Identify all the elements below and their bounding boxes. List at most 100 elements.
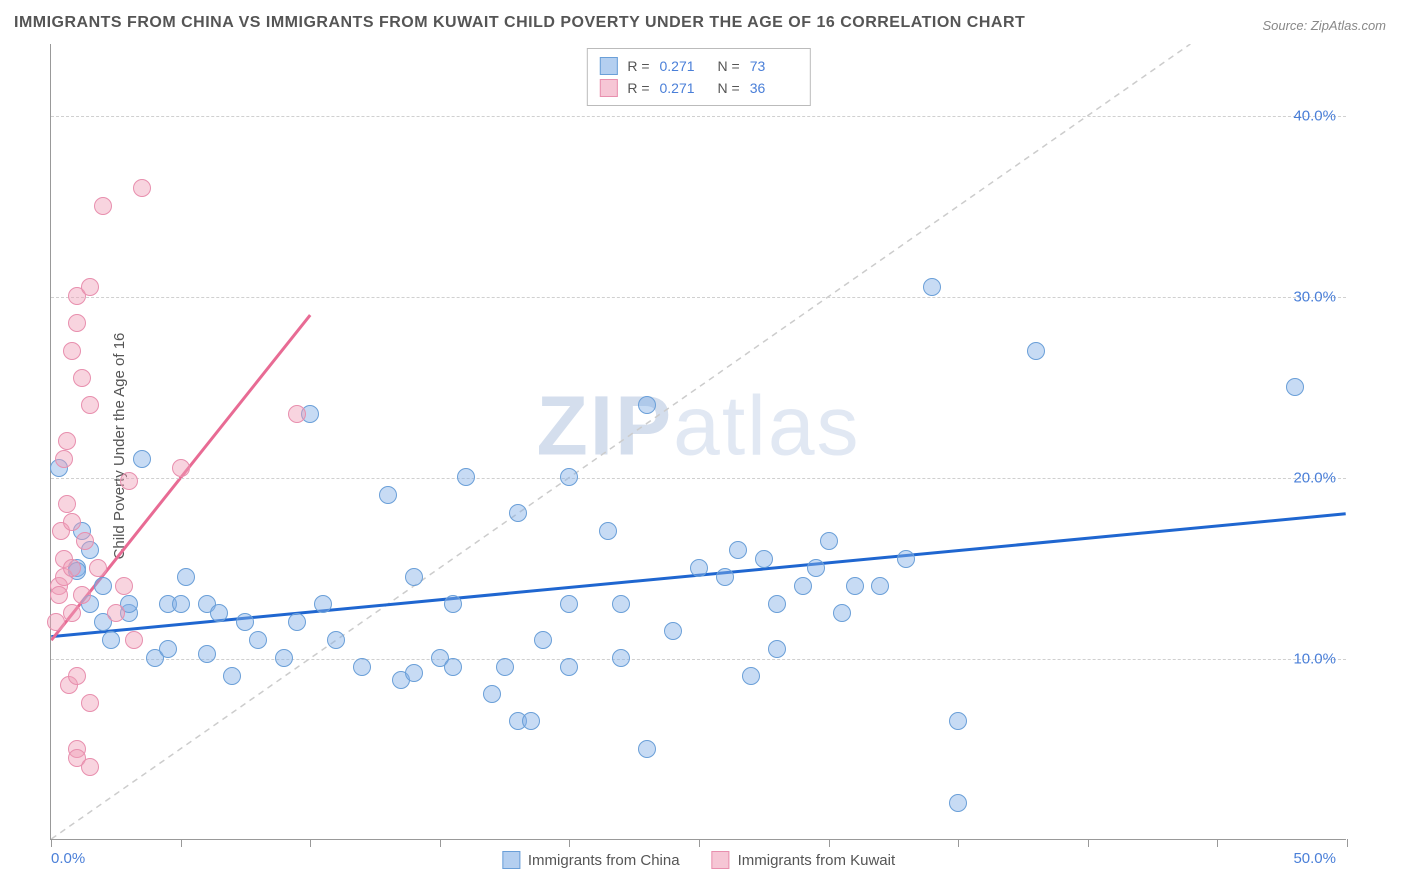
n-label: N = xyxy=(718,80,740,96)
data-point xyxy=(249,631,267,649)
data-point xyxy=(288,405,306,423)
chart-title: IMMIGRANTS FROM CHINA VS IMMIGRANTS FROM… xyxy=(14,14,1025,32)
r-value-china: 0.271 xyxy=(660,58,708,74)
r-value-kuwait: 0.271 xyxy=(660,80,708,96)
data-point xyxy=(73,586,91,604)
data-point xyxy=(94,577,112,595)
data-point xyxy=(94,197,112,215)
data-point xyxy=(63,342,81,360)
data-point xyxy=(159,640,177,658)
data-point xyxy=(115,577,133,595)
data-point xyxy=(63,559,81,577)
data-point xyxy=(198,645,216,663)
data-point xyxy=(327,631,345,649)
data-point xyxy=(897,550,915,568)
stats-row-kuwait: R = 0.271 N = 36 xyxy=(599,77,797,99)
data-point xyxy=(768,640,786,658)
data-point xyxy=(871,577,889,595)
gridline xyxy=(51,297,1346,298)
stats-row-china: R = 0.271 N = 73 xyxy=(599,55,797,77)
data-point xyxy=(63,513,81,531)
data-point xyxy=(177,568,195,586)
legend-label-kuwait: Immigrants from Kuwait xyxy=(738,852,896,869)
data-point xyxy=(496,658,514,676)
legend-item-kuwait: Immigrants from Kuwait xyxy=(712,851,896,869)
data-point xyxy=(120,472,138,490)
x-tick xyxy=(958,839,959,847)
x-tick xyxy=(1088,839,1089,847)
data-point xyxy=(949,712,967,730)
data-point xyxy=(314,595,332,613)
data-point xyxy=(1027,342,1045,360)
data-point xyxy=(638,740,656,758)
data-point xyxy=(768,595,786,613)
x-tick xyxy=(1217,839,1218,847)
data-point xyxy=(58,495,76,513)
x-tick xyxy=(1347,839,1348,847)
data-point xyxy=(1286,378,1304,396)
source-attribution: Source: ZipAtlas.com xyxy=(1262,18,1386,33)
data-point xyxy=(58,432,76,450)
data-point xyxy=(612,649,630,667)
data-point xyxy=(729,541,747,559)
data-point xyxy=(379,486,397,504)
data-point xyxy=(107,604,125,622)
data-point xyxy=(102,631,120,649)
data-point xyxy=(223,667,241,685)
data-point xyxy=(81,758,99,776)
data-point xyxy=(68,667,86,685)
scatter-plot-area: ZIPatlas R = 0.271 N = 73 R = 0.271 N = … xyxy=(50,44,1346,840)
data-point xyxy=(133,450,151,468)
data-point xyxy=(81,694,99,712)
data-point xyxy=(923,278,941,296)
data-point xyxy=(73,369,91,387)
data-point xyxy=(949,794,967,812)
n-value-kuwait: 36 xyxy=(750,80,798,96)
data-point xyxy=(820,532,838,550)
data-point xyxy=(172,595,190,613)
data-point xyxy=(444,658,462,676)
data-point xyxy=(457,468,475,486)
data-point xyxy=(444,595,462,613)
data-point xyxy=(560,595,578,613)
data-point xyxy=(483,685,501,703)
data-point xyxy=(133,179,151,197)
data-point xyxy=(522,712,540,730)
watermark: ZIPatlas xyxy=(536,377,860,474)
data-point xyxy=(353,658,371,676)
data-point xyxy=(599,522,617,540)
data-point xyxy=(755,550,773,568)
data-point xyxy=(55,450,73,468)
gridline xyxy=(51,116,1346,117)
y-tick-label: 40.0% xyxy=(1293,108,1336,125)
data-point xyxy=(509,504,527,522)
swatch-blue-icon xyxy=(502,851,520,869)
data-point xyxy=(716,568,734,586)
data-point xyxy=(846,577,864,595)
data-point xyxy=(560,658,578,676)
correlation-stats-box: R = 0.271 N = 73 R = 0.271 N = 36 xyxy=(586,48,810,106)
y-tick-label: 10.0% xyxy=(1293,651,1336,668)
data-point xyxy=(288,613,306,631)
data-point xyxy=(405,568,423,586)
x-tick xyxy=(829,839,830,847)
swatch-blue-icon xyxy=(599,57,617,75)
data-point xyxy=(794,577,812,595)
data-point xyxy=(405,664,423,682)
x-tick xyxy=(181,839,182,847)
data-point xyxy=(81,396,99,414)
data-point xyxy=(742,667,760,685)
data-point xyxy=(210,604,228,622)
data-point xyxy=(125,631,143,649)
legend-label-china: Immigrants from China xyxy=(528,852,680,869)
y-tick-label: 30.0% xyxy=(1293,289,1336,306)
data-point xyxy=(172,459,190,477)
legend: Immigrants from China Immigrants from Ku… xyxy=(502,851,895,869)
data-point xyxy=(236,613,254,631)
x-axis-max-label: 50.0% xyxy=(1293,850,1336,867)
data-point xyxy=(690,559,708,577)
x-tick xyxy=(310,839,311,847)
r-label: R = xyxy=(627,58,649,74)
data-point xyxy=(89,559,107,577)
gridline xyxy=(51,478,1346,479)
